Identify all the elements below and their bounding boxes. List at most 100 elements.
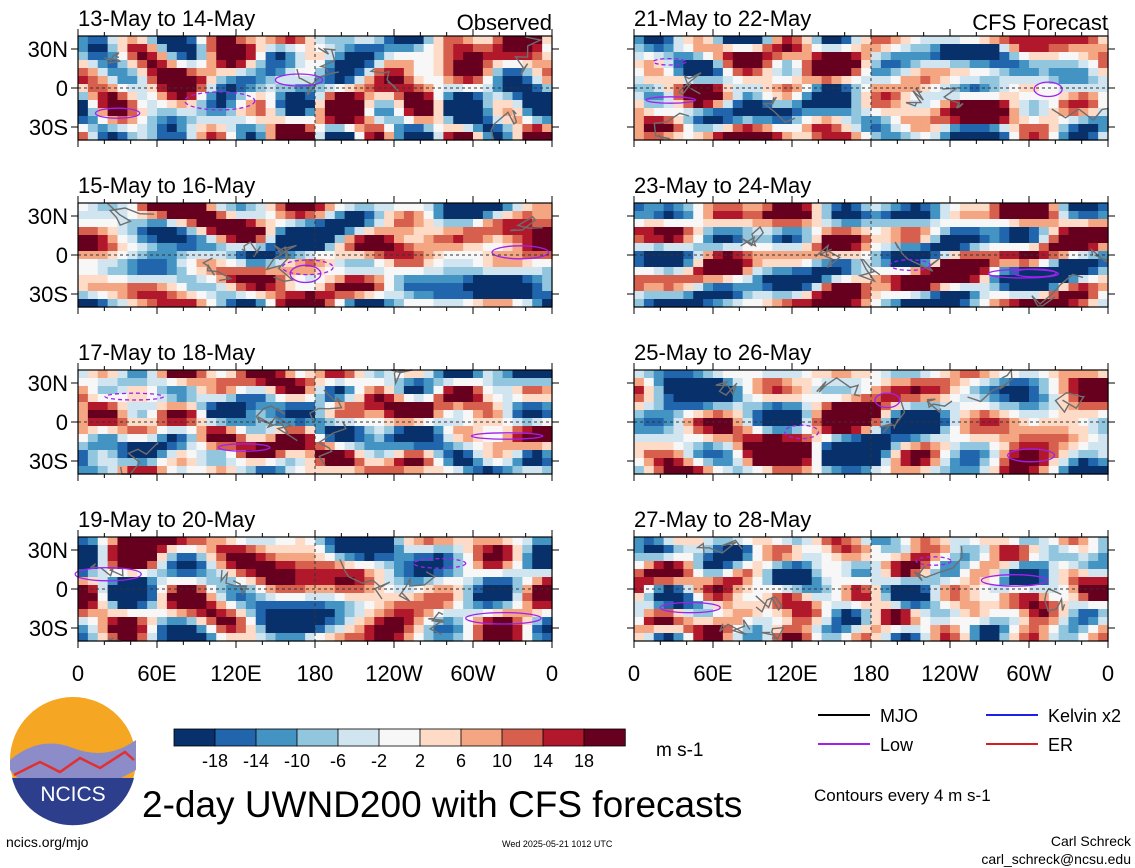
heatmap-cell — [664, 283, 674, 292]
heatmap-cell — [851, 458, 861, 467]
heatmap-cell — [305, 426, 315, 435]
heatmap-cell — [276, 386, 286, 395]
heatmap-cell — [98, 410, 108, 419]
heatmap-cell — [920, 243, 930, 252]
heatmap-cell — [177, 442, 187, 451]
heatmap-cell — [503, 36, 513, 45]
heatmap-cell — [88, 553, 98, 562]
heatmap-cell — [453, 593, 463, 602]
heatmap-cell — [743, 386, 753, 395]
heatmap-cell — [743, 299, 753, 308]
heatmap-cell — [674, 100, 684, 109]
heatmap-cell — [187, 227, 197, 236]
heatmap-cell — [920, 537, 930, 546]
heatmap-cell — [78, 116, 88, 125]
heatmap-cell — [513, 259, 523, 268]
heatmap-cell — [503, 60, 513, 69]
heatmap-cell — [1019, 466, 1029, 475]
heatmap-cell — [980, 92, 990, 101]
heatmap-cell — [236, 577, 246, 586]
heatmap-cell — [325, 577, 335, 586]
heatmap-cell — [285, 100, 295, 109]
heatmap-cell — [206, 434, 216, 443]
heatmap-cell — [285, 283, 295, 292]
heatmap-cell — [88, 203, 98, 212]
heatmap-cell — [414, 593, 424, 602]
heatmap-cell — [674, 386, 684, 395]
heatmap-cell — [812, 537, 822, 546]
heatmap-cell — [713, 410, 723, 419]
heatmap-cell — [891, 116, 901, 125]
heatmap-cell — [473, 569, 483, 578]
heatmap-cell — [157, 44, 167, 53]
heatmap-cell — [1039, 203, 1049, 212]
heatmap-cell — [733, 100, 743, 109]
heatmap-cell — [78, 44, 88, 53]
heatmap-cell — [414, 211, 424, 220]
heatmap-cell — [147, 466, 157, 475]
heatmap-cell — [1069, 545, 1079, 554]
heatmap-cell — [108, 124, 118, 133]
heatmap-cell — [355, 609, 365, 618]
heatmap-cell — [1069, 92, 1079, 101]
heatmap-cell — [325, 593, 335, 602]
heatmap-cell — [970, 243, 980, 252]
heatmap-cell — [147, 537, 157, 546]
heatmap-cell — [345, 450, 355, 459]
heatmap-cell — [424, 458, 434, 467]
heatmap-cell — [295, 537, 305, 546]
heatmap-cell — [1009, 100, 1019, 109]
heatmap-cell — [693, 569, 703, 578]
heatmap-cell — [762, 370, 772, 379]
heatmap-cell — [246, 283, 256, 292]
heatmap-cell — [345, 593, 355, 602]
heatmap-cell — [960, 116, 970, 125]
heatmap-cell — [404, 124, 414, 133]
heatmap-cell — [1049, 561, 1059, 570]
heatmap-cell — [404, 426, 414, 435]
heatmap-cell — [434, 52, 444, 61]
heatmap-cell — [1069, 44, 1079, 53]
heatmap-cell — [522, 537, 532, 546]
heatmap-cell — [216, 68, 226, 77]
heatmap-cell — [147, 60, 157, 69]
heatmap-cell — [782, 259, 792, 268]
heatmap-cell — [930, 458, 940, 467]
heatmap-cell — [335, 275, 345, 284]
heatmap-cell — [654, 442, 664, 451]
heatmap-cell — [1009, 394, 1019, 403]
heatmap-cell — [424, 92, 434, 101]
heatmap-cell — [1088, 545, 1098, 554]
heatmap-cell — [404, 609, 414, 618]
heatmap-cell — [772, 537, 782, 546]
heatmap-cell — [881, 124, 891, 133]
heatmap-cell — [674, 283, 684, 292]
heatmap-cell — [1069, 52, 1079, 61]
heatmap-cell — [664, 291, 674, 300]
heatmap-cell — [493, 569, 503, 578]
heatmap-cell — [493, 108, 503, 117]
heatmap-cell — [483, 68, 493, 77]
heatmap-cell — [414, 545, 424, 554]
heatmap-cell — [78, 410, 88, 419]
heatmap-cell — [532, 76, 542, 85]
heatmap-cell — [1078, 545, 1088, 554]
heatmap-cell — [683, 394, 693, 403]
heatmap-cell — [503, 283, 513, 292]
heatmap-cell — [802, 52, 812, 61]
heatmap-cell — [1019, 299, 1029, 308]
heatmap-cell — [364, 458, 374, 467]
heatmap-cell — [88, 275, 98, 284]
heatmap-cell — [118, 203, 128, 212]
heatmap-cell — [167, 426, 177, 435]
heatmap-cell — [743, 100, 753, 109]
heatmap-cell — [256, 378, 266, 387]
heatmap-cell — [960, 92, 970, 101]
heatmap-cell — [246, 108, 256, 117]
heatmap-cell — [960, 235, 970, 244]
heatmap-cell — [703, 299, 713, 308]
heatmap-cell — [841, 434, 851, 443]
heatmap-cell — [911, 275, 921, 284]
heatmap-cell — [216, 617, 226, 626]
heatmap-cell — [693, 203, 703, 212]
